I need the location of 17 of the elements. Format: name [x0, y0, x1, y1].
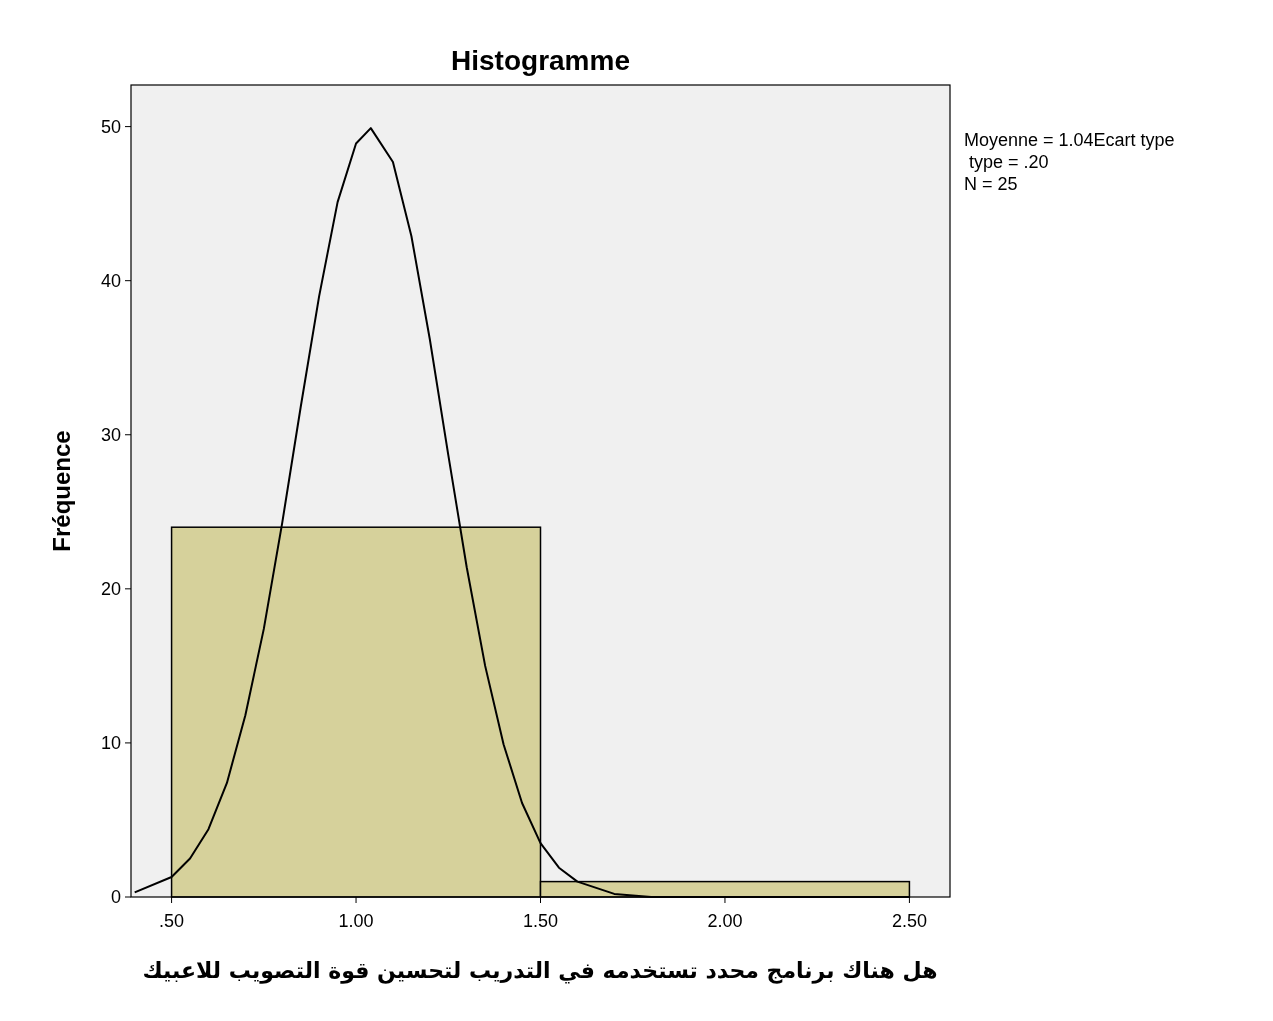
- text: N = 25: [964, 174, 1018, 194]
- x-tick-label: 2.00: [707, 911, 743, 931]
- x-tick-label: .50: [159, 911, 185, 931]
- text: Moyenne = 1.04Ecart type: [964, 130, 1175, 150]
- text: type = .20: [964, 152, 1049, 172]
- x-tick-label: 1.50: [522, 911, 559, 931]
- y-tick-label: 20: [100, 578, 121, 599]
- chart-title: Histogramme: [451, 45, 630, 76]
- y-tick-label: 30: [100, 424, 121, 445]
- y-tick-label: 50: [100, 116, 121, 137]
- y-axis-title: Fréquence: [48, 430, 75, 552]
- x-tick-label: 1.00: [338, 911, 374, 931]
- y-tick-label: 10: [100, 732, 121, 753]
- x-axis-title: هل هناك برنامج محدد تستخدمه في التدريب لتحسين قوة التصويب للاعبيك: [142, 958, 938, 984]
- y-tick-label: 0: [110, 887, 121, 907]
- x-tick-label: 2.50: [891, 911, 927, 931]
- y-tick-label: 40: [100, 270, 121, 291]
